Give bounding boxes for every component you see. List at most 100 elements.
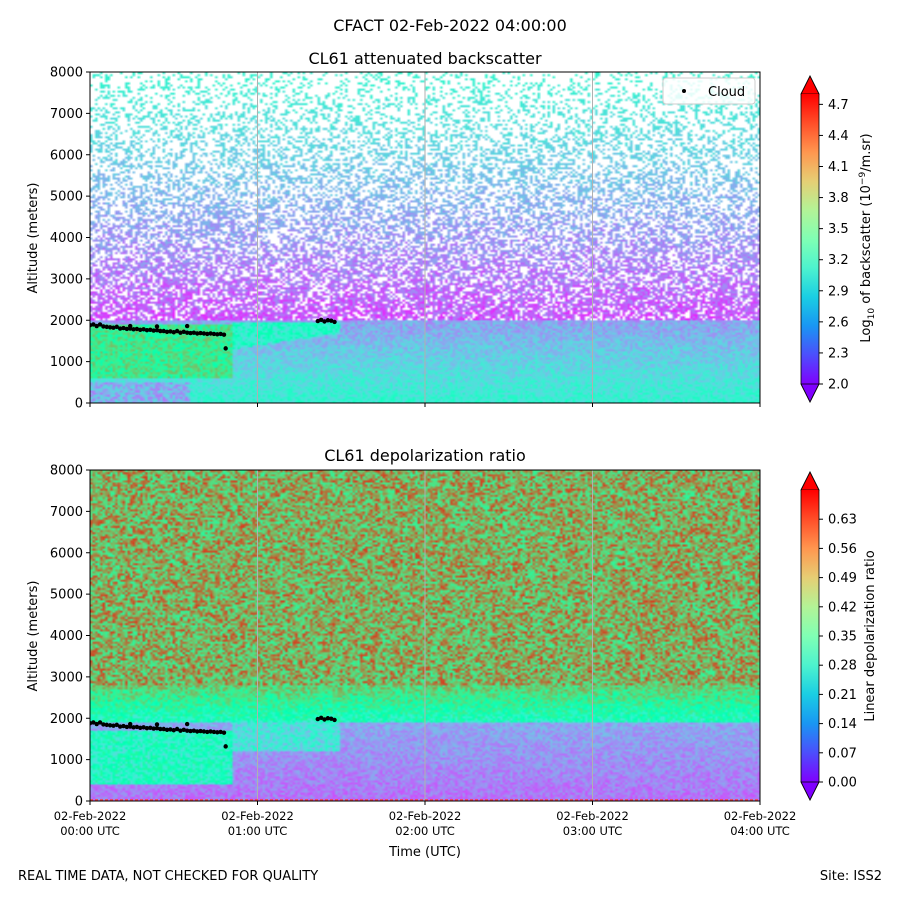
cloud-point	[91, 322, 96, 327]
cloud-point	[121, 723, 126, 729]
cloud-point	[141, 725, 146, 730]
cloud-point	[205, 331, 210, 337]
cloud-point	[158, 328, 163, 334]
colorbar-gradient	[801, 490, 819, 782]
y-tick-label: 2000	[50, 314, 83, 329]
cloud-point	[144, 327, 150, 333]
cloud-point	[164, 727, 170, 733]
colorbar-tick-label: 2.3	[828, 346, 849, 361]
cloud-point	[322, 319, 327, 324]
cloud-point	[188, 728, 193, 734]
colorbar-tick-label: 0.28	[828, 659, 857, 674]
backscatter-x-ticks	[89, 403, 761, 407]
cloud-point	[148, 725, 153, 730]
cloud-point	[221, 730, 227, 735]
cloud-point	[315, 318, 320, 324]
cloud-point	[218, 729, 223, 735]
cloud-point	[168, 329, 173, 334]
y-tick-label: 7000	[50, 107, 83, 122]
cloud-point	[111, 325, 116, 330]
colorbar-tick-label: 0.21	[828, 688, 857, 703]
backscatter-colorbar: 2.0 2.3 2.6 2.9 3.2 3.5 3.8 4.1 4.4 4.7 Log10 of …	[800, 75, 877, 403]
quality-disclaimer: REAL TIME DATA, NOT CHECKED FOR QUALITY	[18, 869, 319, 884]
y-tick-label: 0	[75, 397, 83, 412]
colorbar-tick-label: 2.0	[828, 378, 849, 393]
site-label: Site: ISS2	[819, 869, 882, 884]
colorbar-gradient	[801, 94, 819, 384]
depolarization-gridlines	[257, 470, 593, 801]
y-tick-label: 6000	[50, 546, 83, 561]
cloud-point	[151, 328, 156, 333]
cloud-point	[161, 726, 166, 732]
cloud-point	[318, 317, 324, 323]
cloud-point	[181, 727, 186, 733]
colorbar-tick-label: 3.8	[828, 191, 849, 206]
cloud-point	[184, 721, 190, 727]
cloud-point	[154, 327, 160, 333]
cloud-point	[107, 325, 113, 330]
cloud-point	[168, 727, 173, 732]
cloud-point	[215, 332, 220, 337]
cloud-point	[171, 728, 176, 733]
figure-title: CFACT 02-Feb-2022 04:00:00	[333, 16, 567, 35]
cloud-point	[195, 331, 200, 336]
cloud-point	[223, 744, 228, 749]
y-tick-label: 6000	[50, 148, 83, 163]
y-tick-label: 8000	[50, 66, 83, 81]
cloud-point	[332, 319, 337, 325]
cloud-point	[191, 728, 197, 733]
depolarization-y-axis-label: Altitude (meters)	[26, 581, 41, 692]
cloud-point	[184, 728, 190, 733]
cloud-point	[325, 716, 331, 721]
cloud-point	[134, 724, 140, 730]
y-tick-label: 3000	[50, 670, 83, 685]
cloud-point	[329, 318, 334, 323]
backscatter-panel: 0 1000 2000 3000 4000 5000 6000 7000 8000 CL61 a…	[26, 49, 877, 412]
colorbar-extend-min	[800, 383, 820, 403]
colorbar-tick-label: 2.6	[828, 315, 849, 330]
cloud-marker-icon	[682, 89, 686, 93]
x-tick-label-time: 02:00 UTC	[395, 824, 455, 838]
colorbar-outline	[800, 75, 820, 403]
cloud-point	[131, 725, 136, 730]
cloud-point	[191, 330, 197, 335]
cloud-point	[198, 330, 203, 336]
cloud-point	[104, 324, 109, 330]
y-tick-label: 7000	[50, 505, 83, 520]
colorbar-tick-label: 4.1	[828, 160, 849, 175]
y-tick-label: 8000	[50, 464, 83, 479]
cloud-point	[201, 331, 207, 336]
cloud-point	[121, 325, 126, 331]
cloud-point	[117, 326, 123, 331]
colorbar-tick-label: 0.49	[828, 571, 857, 586]
cloud-point	[91, 720, 96, 725]
depolarization-panel: 0 1000 2000 3000 4000 5000 6000 7000 8000 02-Feb…	[26, 446, 878, 860]
depolarization-cloud-points	[90, 715, 337, 749]
backscatter-gridlines	[257, 72, 593, 403]
cloud-point	[322, 717, 327, 722]
cloud-point	[124, 724, 130, 730]
colorbar-extend-max	[800, 75, 820, 95]
cloud-point	[208, 729, 213, 734]
cloud-point	[184, 330, 190, 335]
y-tick-label: 5000	[50, 588, 83, 603]
colorbar-tick-label: 3.2	[828, 253, 849, 268]
cloud-point	[94, 721, 99, 727]
cloud-point	[174, 328, 180, 334]
backscatter-colorbar-label: Log10 of backscatter (10−9/m.sr)	[858, 133, 877, 342]
colorbar-tick-label: 0.00	[828, 776, 857, 791]
colorbar-tick-label: 4.4	[828, 129, 849, 144]
colorbar-tick-label: 2.9	[828, 284, 849, 299]
cloud-point	[215, 730, 220, 735]
backscatter-legend: Cloud	[662, 77, 756, 105]
cloud-point	[318, 715, 324, 721]
cloud-point	[154, 725, 160, 731]
y-tick-label: 3000	[50, 272, 83, 287]
cloud-point	[131, 327, 136, 332]
x-tick-label-date: 02-Feb-2022	[221, 809, 294, 823]
colorbar-extend-max	[800, 471, 820, 491]
cloud-point	[221, 332, 227, 337]
cloud-point	[198, 728, 203, 734]
colorbar-tick-label: 0.56	[828, 542, 857, 557]
